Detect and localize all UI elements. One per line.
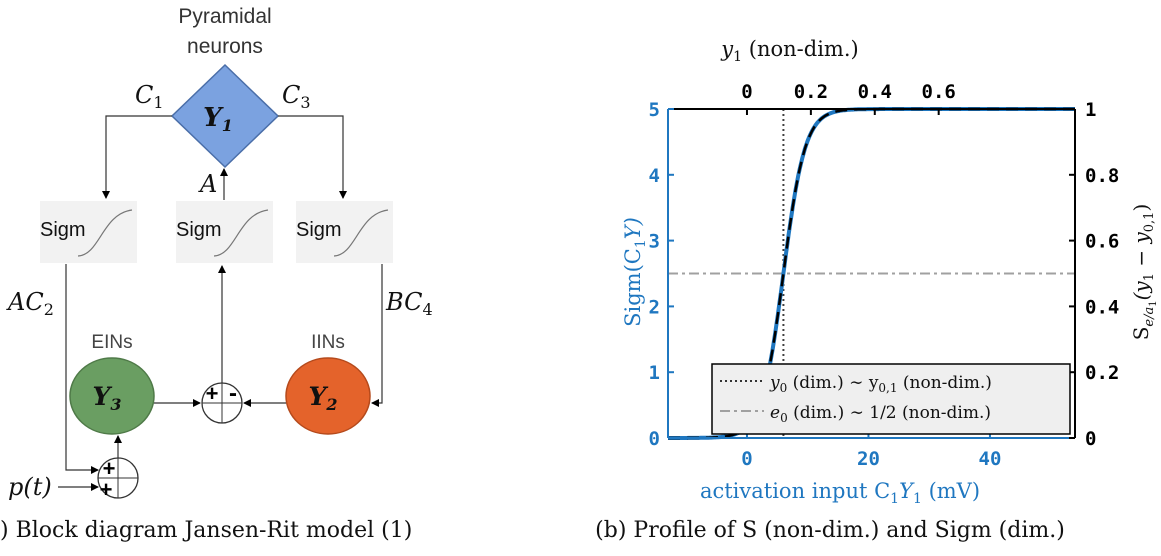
sigm-label-left: Sigm [40,219,86,241]
arrow-y1-to-sigm-right [278,115,347,199]
y-left-tick-label: 3 [649,231,660,253]
summation-node-plus-minus: + - [201,380,243,424]
svg-text:+: + [103,456,116,481]
sigm-label-right: Sigm [296,219,342,241]
bottom-axis-label: activation input C1Y1 (mV) [700,479,980,507]
x-top-tick-label: 0.4 [858,81,892,103]
y1-label: Y1 [203,103,233,135]
y-left-tick-label: 1 [649,362,660,384]
arrow-sigm-to-y2 [371,264,383,407]
x-tick-label: 40 [979,448,1002,470]
legend-label-dotted: y0 (dim.) ∼ y0,1 (non-dim.) [769,373,992,395]
sigm-box-left: Sigm [40,201,137,263]
svg-text:+: + [206,381,219,406]
sigm-label-middle: Sigm [176,219,222,241]
y1-pyramidal-node [170,63,280,169]
y-left-tick-label: 0 [649,428,660,450]
y-right-tick-label: 0.2 [1085,362,1119,384]
svg-text:+: + [100,477,113,502]
x-tick-label: 20 [857,448,880,470]
x-tick-label: 0 [741,448,752,470]
c3-label: C3 [282,81,311,112]
caption-left: ) Block diagram Jansen-Rit model (1) [0,518,412,543]
y-right-tick-label: 0 [1085,428,1096,450]
ac2-label: AC2 [6,288,54,319]
pt-label: p(t) [8,473,52,501]
pyramidal-label-line1: Pyramidal [178,5,271,28]
y-left-tick-label: 2 [649,296,660,318]
x-top-tick-label: 0.6 [922,81,956,103]
block-diagram: Pyramidal neurons Y1 C1 C3 Sigm Sigm Sig… [0,5,433,543]
y3-label: Y3 [93,382,122,414]
plot-area: 0 20 40 0 1 2 3 4 5 0 0.2 0.4 0.6 0 0.2 0.4 0.6 0.8 1 y0 (d… [649,81,1120,470]
summation-node-plus-plus: + + [97,456,139,502]
legend-label-dashdot: e0 (dim.) ∼ 1/2 (non-dim.) [770,403,991,425]
y-left-tick-label: 5 [649,99,660,121]
iins-label: IINs [311,332,345,353]
bc4-label: BC4 [385,288,433,319]
y-left-tick-label: 4 [649,165,660,187]
legend-box [711,363,1071,435]
x-top-tick-label: 0.2 [794,81,828,103]
arrow-sigm-to-input-sum [65,264,99,474]
y3-eins-node [69,357,155,435]
top-axis-title: y1 (non-dim.) [720,37,858,65]
sigm-box-middle: Sigm [176,201,273,263]
y-right-tick-label: 0.4 [1085,296,1119,318]
svg-text:-: - [229,380,237,407]
eins-label: EINs [91,332,132,353]
caption-right: (b) Profile of S (non-dim.) and Sigm (di… [595,518,1065,543]
a-label: A [198,170,217,198]
x-top-tick-label: 0 [741,81,752,103]
left-axis-label: Sigm(C1Y) [621,217,649,327]
y2-iins-node [285,357,371,435]
y-right-tick-label: 0.6 [1085,231,1119,253]
y2-label: Y2 [309,382,338,414]
y-right-tick-label: 0.8 [1085,165,1119,187]
y-right-tick-label: 1 [1085,99,1096,121]
right-axis-label: Se/a1(y1 − y0,1) [1129,204,1159,341]
pyramidal-label-line2: neurons [187,35,263,58]
sigm-box-right: Sigm [296,201,393,263]
c1-label: C1 [135,81,164,112]
arrow-y1-to-sigm-left [102,115,172,199]
